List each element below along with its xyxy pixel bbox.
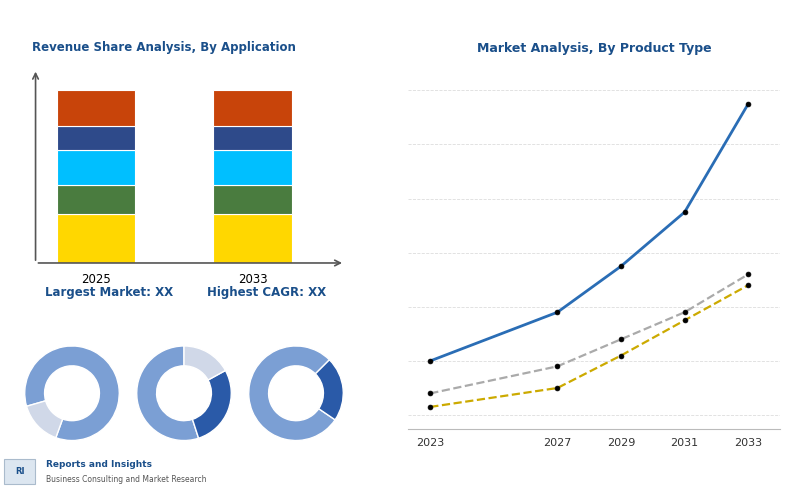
Text: Largest Market: XX: Largest Market: XX bbox=[46, 286, 174, 299]
Bar bbox=[57, 214, 135, 263]
Text: Revenue Share Analysis, By Application: Revenue Share Analysis, By Application bbox=[32, 41, 296, 55]
Bar bbox=[57, 150, 135, 185]
Bar bbox=[57, 126, 135, 150]
Bar bbox=[214, 214, 291, 263]
Bar bbox=[57, 185, 135, 214]
Bar bbox=[214, 150, 291, 185]
Wedge shape bbox=[249, 346, 335, 441]
Bar bbox=[214, 90, 291, 126]
Bar bbox=[57, 90, 135, 126]
Text: RI: RI bbox=[15, 467, 25, 476]
Wedge shape bbox=[315, 360, 343, 420]
Wedge shape bbox=[25, 346, 119, 441]
Bar bbox=[214, 126, 291, 150]
Text: 2025: 2025 bbox=[81, 273, 111, 286]
Text: Business Consulting and Market Research: Business Consulting and Market Research bbox=[46, 475, 206, 484]
Wedge shape bbox=[26, 401, 62, 438]
Text: Reports and Insights: Reports and Insights bbox=[46, 460, 152, 469]
Bar bbox=[214, 185, 291, 214]
Wedge shape bbox=[184, 346, 226, 380]
Wedge shape bbox=[137, 346, 198, 441]
Text: 2033: 2033 bbox=[238, 273, 267, 286]
Title: Market Analysis, By Product Type: Market Analysis, By Product Type bbox=[477, 42, 711, 55]
FancyBboxPatch shape bbox=[4, 459, 35, 485]
Text: GLOBAL PERSULFATES MARKET SEGMENT ANALYSIS: GLOBAL PERSULFATES MARKET SEGMENT ANALYS… bbox=[14, 19, 441, 34]
Wedge shape bbox=[193, 371, 231, 438]
Text: Highest CAGR: XX: Highest CAGR: XX bbox=[206, 286, 326, 299]
